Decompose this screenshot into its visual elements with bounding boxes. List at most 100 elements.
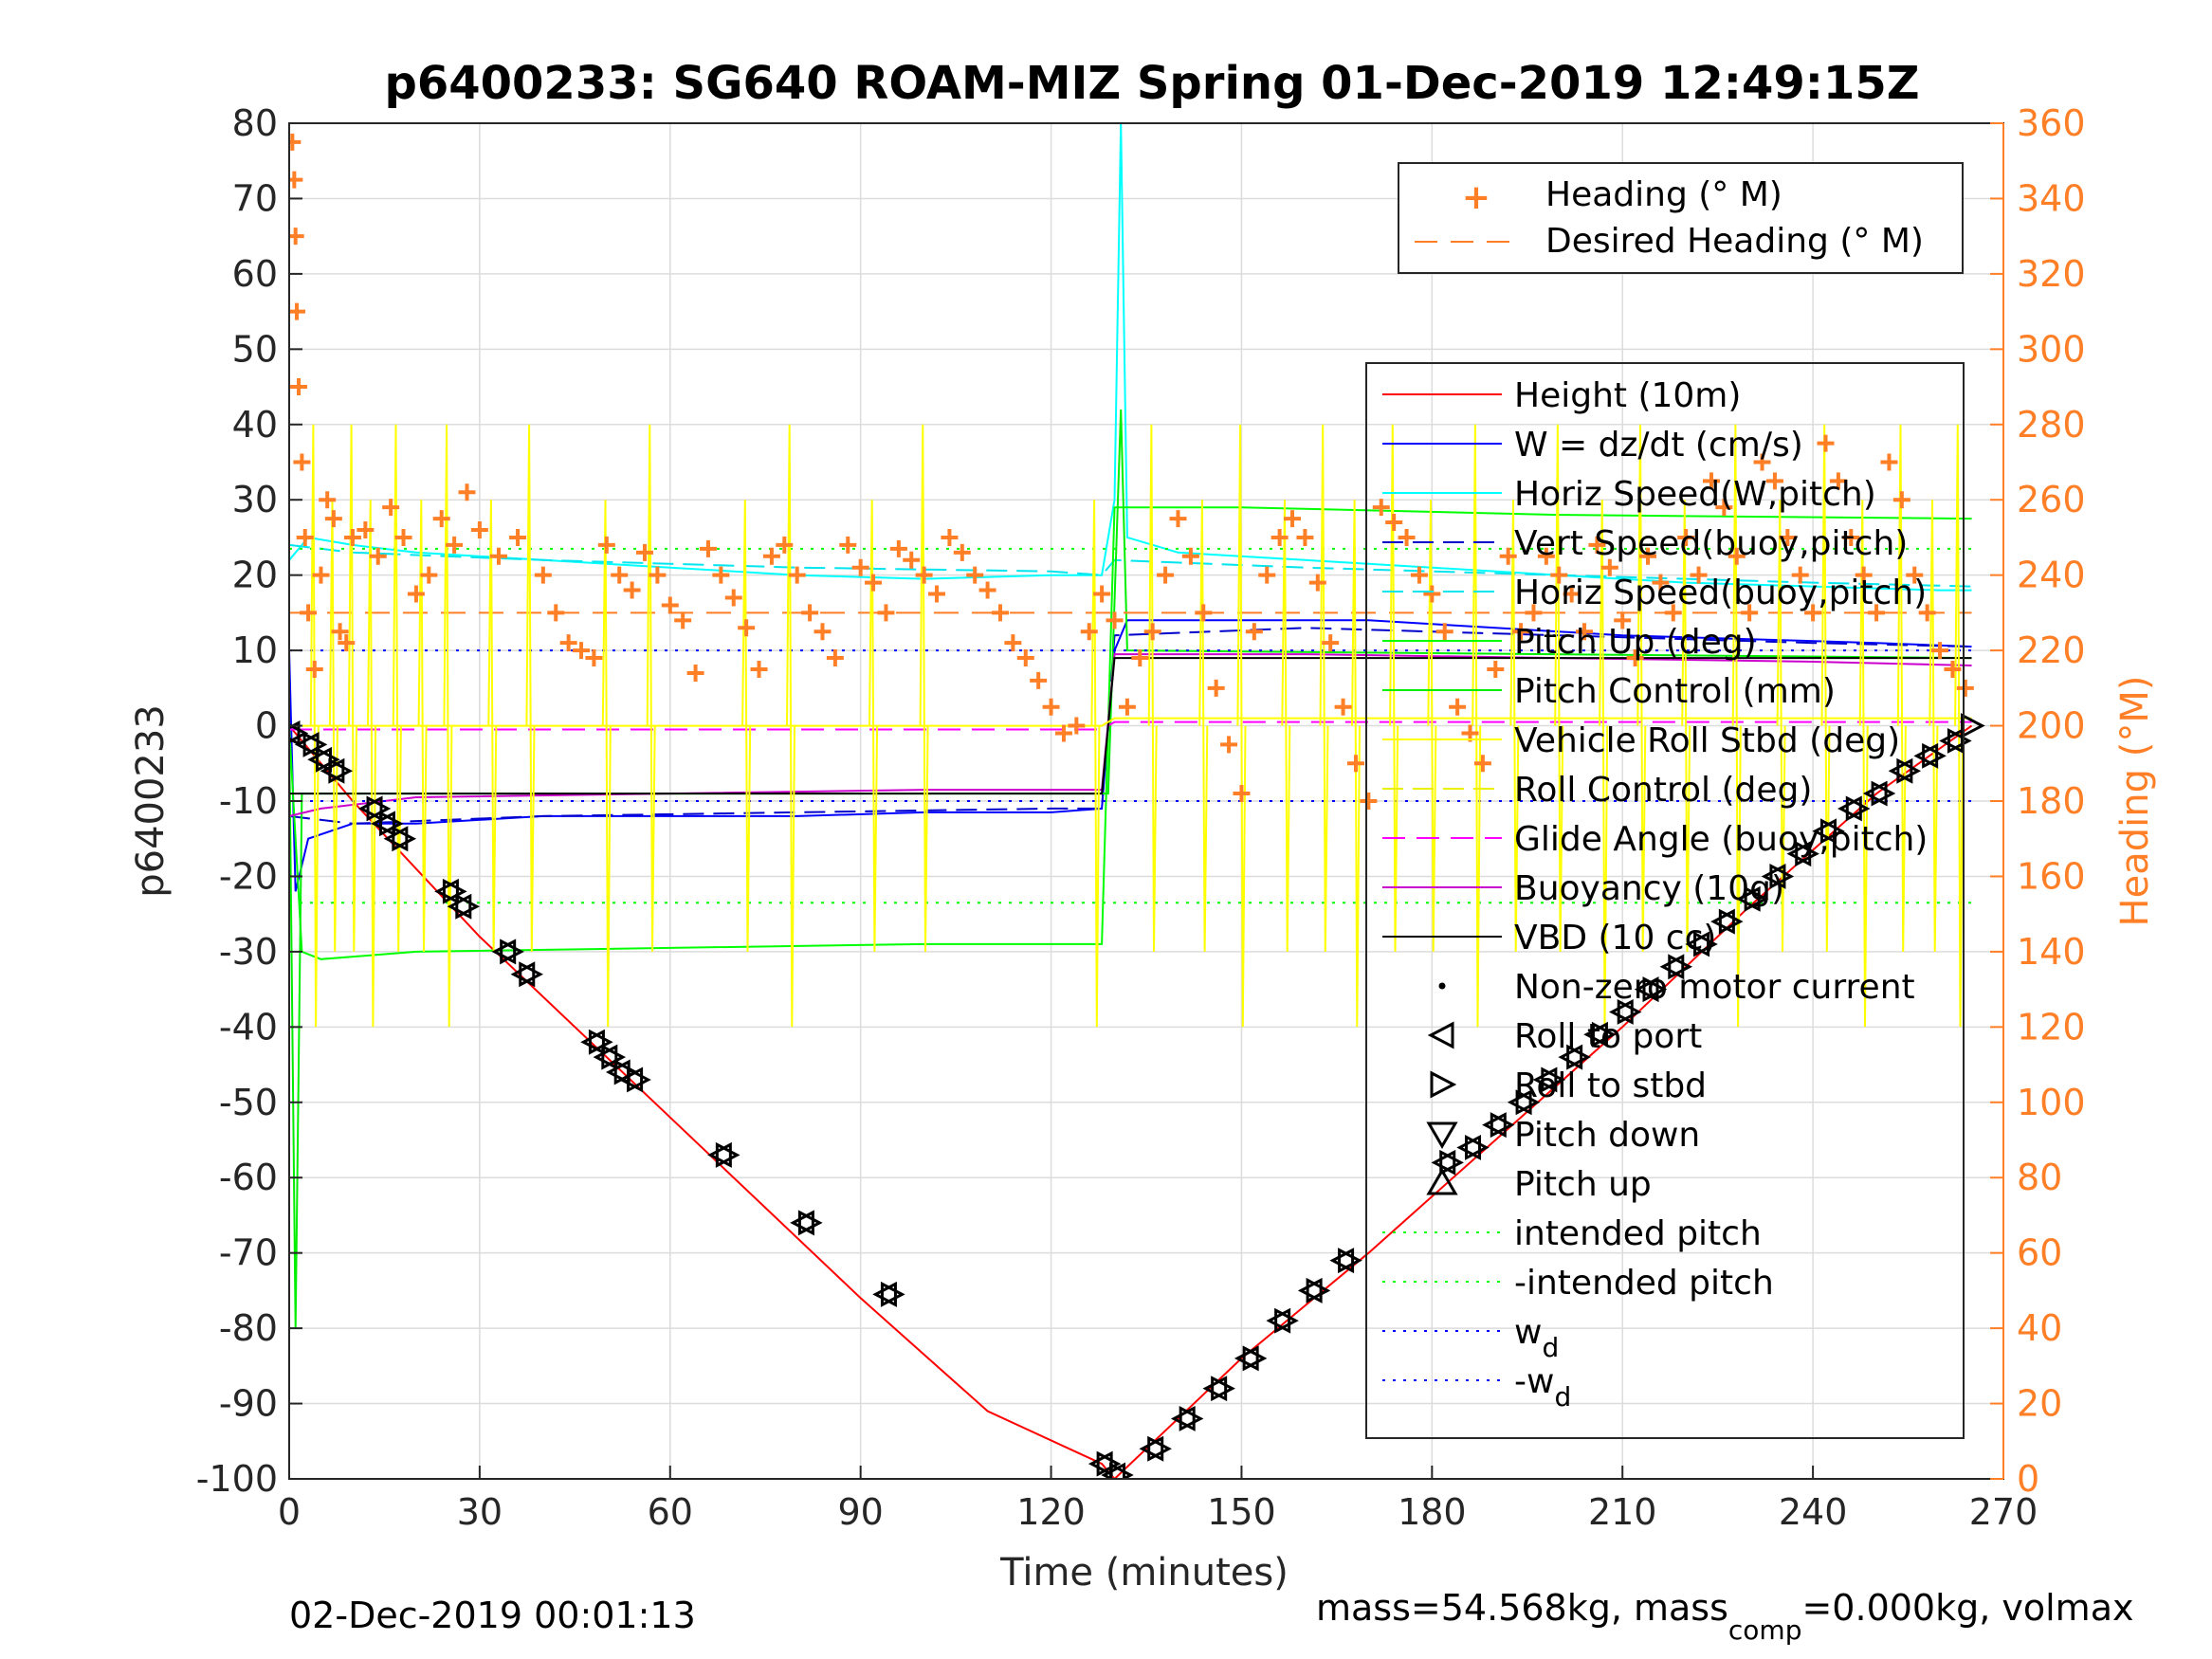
roll-stbd-marker: [1109, 1462, 1134, 1479]
heading-point: [534, 566, 552, 584]
y-tick-label-right: 320: [2017, 253, 2086, 295]
y-tick-label-left: -90: [219, 1383, 278, 1425]
roll-stbd-marker: [1465, 1134, 1490, 1160]
roll-stbd-marker: [1845, 795, 1871, 822]
y-tick-label-right: 260: [2017, 479, 2086, 520]
heading-point: [597, 536, 615, 554]
heading-point: [928, 585, 946, 603]
roll-port-marker: [1329, 1248, 1355, 1274]
heading-point: [1525, 604, 1543, 622]
heading-point: [991, 604, 1009, 622]
roll-stbd-marker: [1617, 998, 1642, 1025]
x-tick-label: 90: [837, 1491, 883, 1533]
legend-main-label: Vert Speed(buoy,pitch): [1514, 524, 1908, 563]
roll-stbd-marker: [1242, 1345, 1268, 1372]
heading-point: [1181, 547, 1199, 565]
y-tick-label-right: 100: [2017, 1082, 2086, 1123]
roll-port-marker: [593, 1044, 618, 1070]
heading-point: [1030, 671, 1048, 689]
heading-point: [839, 536, 857, 554]
heading-point: [750, 660, 768, 678]
roll-stbd-marker: [1947, 727, 1972, 754]
roll-spike: [1090, 500, 1101, 1028]
heading-point: [1068, 717, 1086, 735]
heading-point: [1143, 623, 1161, 641]
heading-point: [293, 453, 311, 471]
heading-point: [826, 649, 844, 667]
roll-spike: [1236, 424, 1247, 1028]
heading-point: [1639, 547, 1657, 565]
heading-point: [623, 581, 641, 599]
legend-main-label: Pitch Control (mm): [1514, 672, 1836, 711]
heading-point: [712, 566, 730, 584]
roll-stbd-marker: [1591, 1021, 1617, 1048]
heading-point: [300, 604, 318, 622]
heading-point: [1512, 623, 1530, 641]
roll-spike: [1281, 500, 1291, 952]
roll-stbd-marker: [328, 757, 354, 784]
legend-main-label-sub: d: [1554, 1381, 1571, 1413]
heading-point: [319, 491, 337, 509]
y-tick-label-left: 80: [232, 102, 278, 144]
heading-point: [915, 566, 933, 584]
y-tick-label-right: 220: [2017, 629, 2086, 671]
y-tick-label-left: -100: [196, 1458, 278, 1500]
heading-point: [1360, 793, 1378, 810]
roll-stbd-marker: [1718, 908, 1744, 935]
roll-stbd-marker: [1961, 713, 1985, 739]
roll-stbd-marker: [1338, 1248, 1362, 1274]
heading-point: [1677, 528, 1695, 546]
x-tick-label: 270: [1969, 1491, 2038, 1533]
roll-spike: [392, 424, 402, 952]
roll-stbd-marker: [500, 939, 524, 965]
roll-port-marker: [1507, 1089, 1532, 1116]
legend-main-label: Pitch Up (deg): [1514, 623, 1757, 662]
y-tick-label-right: 80: [2017, 1157, 2062, 1198]
series-line: [289, 409, 1972, 1329]
roll-spike: [1509, 500, 1520, 952]
legend-main-label: Glide Angle (buoy,pitch): [1514, 820, 1928, 859]
heading-point: [1004, 634, 1022, 652]
roll-stbd-marker: [1096, 1450, 1122, 1477]
heading-point: [1702, 472, 1720, 490]
x-tick-label: 210: [1588, 1491, 1657, 1533]
roll-spike: [1636, 424, 1647, 952]
heading-point: [1690, 566, 1708, 584]
heading-point: [1271, 528, 1289, 546]
legend-main-label: Roll to port: [1514, 1017, 1702, 1056]
footer-mass-suffix: =0.000kg, volmax: [1801, 1587, 2133, 1629]
heading-point: [814, 623, 832, 641]
heading-point: [776, 536, 794, 554]
heading-point: [1829, 472, 1847, 490]
series-line: [289, 123, 1972, 592]
roll-spike: [1599, 500, 1609, 1028]
heading-point: [289, 133, 302, 151]
roll-stbd-marker: [1922, 742, 1947, 769]
heading-point: [394, 528, 412, 546]
roll-stbd-marker: [1744, 885, 1769, 912]
heading-point: [296, 528, 314, 546]
x-tick-label: 150: [1207, 1491, 1276, 1533]
y-tick-label-left: -40: [219, 1006, 278, 1048]
heading-point: [573, 642, 591, 660]
heading-point: [1576, 623, 1594, 641]
heading-point: [1118, 698, 1136, 716]
y-tick-label-left: 0: [255, 705, 278, 747]
roll-stbd-marker: [1693, 931, 1718, 957]
roll-stbd-marker: [1769, 863, 1795, 889]
footer-mass: mass=54.568kg, masscomp=0.000kg, volmax: [1316, 1587, 2133, 1646]
legend-heading: + Heading (° M) Desired Heading (° M): [1398, 162, 1964, 274]
roll-spike: [525, 424, 536, 952]
roll-port-marker: [580, 1029, 605, 1055]
heading-point: [1563, 585, 1581, 603]
heading-point: [559, 634, 577, 652]
heading-point: [1614, 611, 1632, 629]
y-tick-label-left: -50: [219, 1082, 278, 1123]
y-tick-label-left: -20: [219, 855, 278, 897]
x-axis-label: Time (minutes): [999, 1551, 1289, 1595]
heading-point: [1868, 604, 1886, 622]
heading-point: [1741, 604, 1759, 622]
roll-port-marker: [618, 1066, 644, 1093]
legend-key-pitch-down: [1426, 1121, 1458, 1149]
legend-key-roll-stbd: [1430, 1070, 1457, 1099]
